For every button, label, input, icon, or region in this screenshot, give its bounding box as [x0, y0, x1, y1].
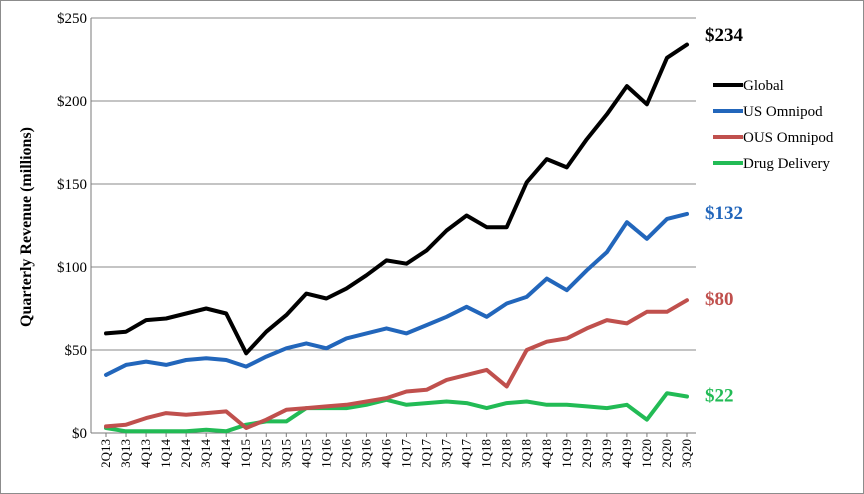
x-tick-label: 3Q15 [278, 439, 293, 468]
x-tick-label: 4Q15 [298, 439, 313, 468]
x-tick-label: 3Q18 [519, 439, 534, 468]
x-tick-label: 1Q19 [559, 439, 574, 468]
end-label-global: $234 [705, 25, 744, 46]
x-tick-label: 1Q20 [639, 439, 654, 468]
legend-label-global: Global [743, 78, 784, 94]
end-label-drug-delivery: $22 [705, 385, 734, 406]
x-tick-label: 1Q17 [399, 439, 414, 468]
x-tick-label: 4Q17 [459, 439, 474, 468]
x-tick-label: 3Q17 [439, 439, 454, 468]
y-tick-label: $250 [57, 11, 87, 27]
x-tick-label: 1Q16 [318, 439, 333, 468]
legend: Global US Omnipod OUS Omnipod Drug Delivery [713, 78, 834, 172]
x-tick-label: 2Q15 [258, 439, 273, 468]
x-tick-label: 3Q13 [118, 439, 133, 468]
axes: $0 $50 $100 $150 $200 $250 2Q13 3Q13 4Q13 1Q14 2Q1… [57, 11, 696, 468]
y-tick-label: $100 [57, 260, 87, 276]
x-tick-label: 2Q16 [338, 439, 353, 468]
y-axis-label: Quarterly Revenue (millions) [18, 127, 35, 327]
x-tick-label: 4Q14 [218, 439, 233, 468]
end-label-us-omnipod: $132 [705, 203, 743, 224]
legend-label-ous-omnipod: OUS Omnipod [743, 130, 834, 146]
x-tick-label: 1Q18 [479, 439, 494, 468]
x-tick-label: 1Q14 [158, 439, 173, 468]
series-line-global [104, 42, 689, 356]
x-tick-label: 2Q20 [659, 439, 674, 468]
end-label-ous-omnipod: $80 [705, 289, 734, 310]
x-tick-label: 2Q18 [499, 439, 514, 468]
x-tick-label: 2Q13 [98, 439, 113, 468]
x-tick-label: 2Q19 [579, 439, 594, 468]
y-tick-label: $0 [72, 426, 87, 442]
x-tick-label: 2Q14 [178, 439, 193, 468]
series-lines [104, 42, 689, 434]
legend-label-drug-delivery: Drug Delivery [743, 156, 831, 172]
x-tick-label: 3Q16 [358, 439, 373, 468]
x-tick-label: 4Q18 [539, 439, 554, 468]
x-tick-label: 4Q16 [378, 439, 393, 468]
x-tick-label: 4Q13 [138, 439, 153, 468]
x-tick-label: 3Q20 [679, 439, 694, 468]
x-tick-label: 3Q19 [599, 439, 614, 468]
x-tick-label: 1Q15 [238, 439, 253, 468]
series-line-drug-delivery [104, 391, 689, 434]
y-tick-label: $50 [65, 343, 88, 359]
x-tick-label: 2Q17 [419, 439, 434, 468]
x-tick-label: 3Q14 [198, 439, 213, 468]
legend-label-us-omnipod: US Omnipod [743, 104, 823, 120]
series-line-ous-omnipod [104, 298, 689, 430]
y-tick-label: $200 [57, 94, 87, 110]
x-tick-label: 4Q19 [619, 439, 634, 468]
series-line-us-omnipod [104, 211, 689, 377]
gridlines [91, 17, 696, 351]
end-labels: $234 $132 $80 $22 [705, 25, 744, 406]
y-tick-label: $150 [57, 177, 87, 193]
